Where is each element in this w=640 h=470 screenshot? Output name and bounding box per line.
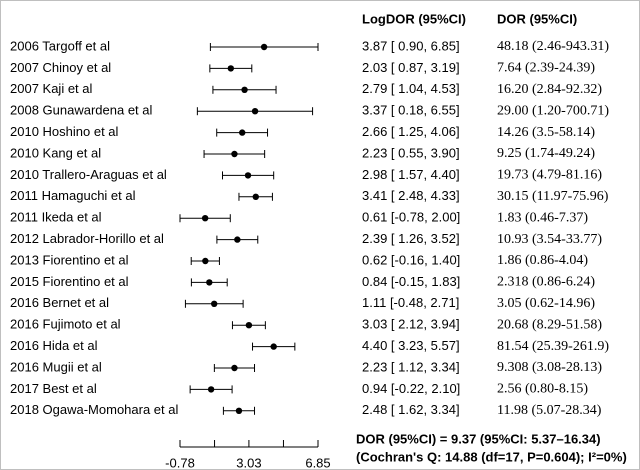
- logdor-label: 0.62 [-0.16, 1.40]: [362, 252, 460, 267]
- point-estimate: [270, 343, 277, 350]
- dor-label: 14.26 (3.5-58.14): [497, 125, 595, 140]
- study-label: 2013 Fiorentino et al: [10, 252, 129, 267]
- dor-label: 1.86 (0.86-4.04): [497, 253, 588, 268]
- logdor-label: 3.03 [ 2.12, 3.94]: [362, 317, 460, 332]
- point-estimate: [235, 407, 243, 414]
- study-label: 2016 Hida et al: [10, 338, 98, 353]
- study-label: 2010 Trallero-Araguas et al: [10, 167, 167, 182]
- logdor-label: 4.40 [ 3.23, 5.57]: [362, 338, 460, 353]
- dor-label: 10.93 (3.54-33.77): [497, 232, 602, 247]
- logdor-label: 3.87 [ 0.90, 6.85]: [362, 38, 460, 53]
- point-estimate: [260, 43, 268, 51]
- summary-text: DOR (95%CI) = 9.37 (95%CI: 5.37–16.34): [356, 431, 601, 446]
- column-header: LogDOR (95%CI): [362, 11, 466, 26]
- logdor-label: 2.23 [ 1.12, 3.34]: [362, 359, 460, 374]
- study-label: 2008 Gunawardena et al: [10, 103, 152, 118]
- study-label: 2018 Ogawa-Momohara et al: [10, 402, 178, 417]
- x-tick-label: -0.78: [165, 455, 195, 470]
- dor-label: 19.73 (4.79-81.16): [497, 168, 602, 183]
- dor-label: 30.15 (11.97-75.96): [497, 189, 609, 204]
- study-label: 2016 Bernet et al: [10, 295, 109, 310]
- logdor-label: 2.23 [ 0.55, 3.90]: [362, 145, 460, 160]
- point-estimate: [202, 257, 209, 265]
- study-label: 2011 Hamaguchi et al: [10, 188, 136, 203]
- point-estimate: [244, 172, 252, 179]
- logdor-label: 0.94 [-0.22, 2.10]: [362, 381, 460, 396]
- x-tick-label: 6.85: [305, 455, 330, 470]
- logdor-label: 0.61 [-0.78, 2.00]: [362, 210, 460, 225]
- logdor-label: 1.11 [-0.48, 2.71]: [362, 295, 459, 310]
- point-estimate: [231, 150, 238, 158]
- study-label: 2006 Targoff et al: [10, 38, 110, 53]
- point-estimate: [251, 108, 259, 115]
- point-estimate: [201, 215, 209, 222]
- logdor-label: 2.03 [ 0.87, 3.19]: [362, 60, 460, 75]
- logdor-label: 3.37 [ 0.18, 6.55]: [362, 103, 460, 118]
- dor-label: 11.98 (5.07-28.34): [497, 403, 602, 418]
- dor-label: 7.64 (2.39-24.39): [497, 61, 595, 76]
- point-estimate: [206, 279, 213, 286]
- study-label: 2017 Best et al: [10, 381, 97, 396]
- logdor-label: 2.79 [ 1.04, 4.53]: [362, 81, 460, 96]
- dor-label: 3.05 (0.62-14.96): [497, 296, 595, 311]
- point-estimate: [231, 364, 238, 372]
- logdor-label: 3.41 [ 2.48, 4.33]: [362, 188, 460, 203]
- study-label: 2015 Fiorentino et al: [10, 274, 129, 289]
- study-label: 2007 Kaji et al: [10, 81, 93, 96]
- point-estimate: [239, 129, 246, 136]
- study-label: 2010 Hoshino et al: [10, 124, 119, 139]
- dor-label: 20.68 (8.29-51.58): [497, 317, 602, 332]
- point-estimate: [245, 322, 253, 329]
- dor-label: 48.18 (2.46-943.31): [497, 39, 609, 54]
- point-estimate: [207, 386, 215, 393]
- column-header: DOR (95%CI): [497, 11, 577, 26]
- dor-label: 2.56 (0.80-8.15): [497, 382, 588, 397]
- point-estimate: [252, 193, 259, 200]
- point-estimate: [234, 236, 241, 243]
- study-label: 2012 Labrador-Horillo et al: [10, 231, 164, 246]
- dor-label: 2.318 (0.86-6.24): [497, 275, 595, 290]
- logdor-label: 2.39 [ 1.26, 3.52]: [362, 231, 460, 246]
- study-label: 2016 Mugii et al: [10, 359, 102, 374]
- dor-label: 81.54 (25.39-261.9): [497, 339, 609, 354]
- point-estimate: [210, 300, 218, 307]
- dor-label: 9.308 (3.08-28.13): [497, 360, 602, 375]
- study-label: 2011 Ikeda et al: [10, 210, 102, 225]
- study-label: 2010 Kang et al: [10, 145, 101, 160]
- logdor-label: 2.66 [ 1.25, 4.06]: [362, 124, 460, 139]
- point-estimate: [241, 86, 248, 94]
- dor-label: 29.00 (1.20-700.71): [497, 103, 609, 118]
- dor-label: 9.25 (1.74-49.24): [497, 146, 595, 161]
- logdor-label: 2.48 [ 1.62, 3.34]: [362, 402, 460, 417]
- logdor-label: 0.84 [-0.15, 1.83]: [362, 274, 460, 289]
- dor-label: 16.20 (2.84-92.32): [497, 82, 602, 97]
- logdor-label: 2.98 [ 1.57, 4.40]: [362, 167, 460, 182]
- x-tick-label: 3.03: [236, 455, 261, 470]
- study-label: 2007 Chinoy et al: [10, 60, 111, 75]
- study-label: 2016 Fujimoto et al: [10, 317, 121, 332]
- dor-label: 1.83 (0.46-7.37): [497, 210, 588, 225]
- point-estimate: [227, 65, 235, 72]
- summary-text: (Cochran's Q: 14.88 (df=17, P=0.604); I²…: [356, 449, 627, 464]
